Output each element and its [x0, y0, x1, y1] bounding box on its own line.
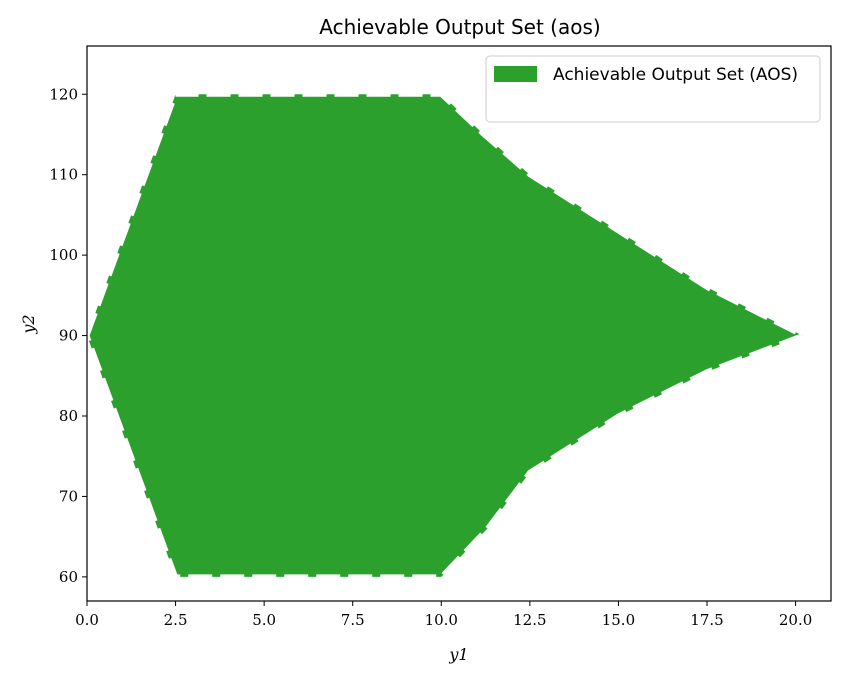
x-tick-label: 20.0	[779, 611, 812, 629]
x-tick-label: 10.0	[425, 611, 458, 629]
aos-region-0	[84, 91, 809, 580]
y-tick-label: 80	[59, 407, 78, 425]
x-tick-label: 12.5	[513, 611, 546, 629]
axes-frame	[86, 45, 832, 602]
x-tick-label: 7.5	[341, 611, 365, 629]
y-tick-label: 110	[49, 166, 78, 184]
series-layer	[84, 91, 809, 580]
x-tick-label: 15.0	[602, 611, 635, 629]
legend-box	[485, 55, 821, 123]
y-tick-label: 60	[59, 568, 78, 586]
legend-label: Achievable Output Set (AOS)	[553, 65, 798, 85]
legend-swatch	[494, 66, 537, 82]
x-tick-label: 2.5	[164, 611, 188, 629]
x-tick-label: 0.0	[75, 611, 99, 629]
x-tick-label: 5.0	[252, 611, 276, 629]
y-axis-label: y2	[19, 314, 38, 334]
y-tick-label: 120	[49, 85, 78, 103]
legend: Achievable Output Set (AOS)	[485, 55, 821, 123]
y-tick-label: 100	[49, 246, 78, 264]
y-axis-ticks: 60 70 80 90 100 110 120	[49, 85, 87, 586]
x-axis-label: y1	[448, 645, 468, 664]
plot-area	[84, 45, 832, 602]
y-tick-label: 90	[59, 327, 78, 345]
x-axis-ticks: 0.0 2.5 5.0 7.5 10.0 12.5 15.0 17.5 20.0	[75, 601, 812, 629]
x-tick-label: 17.5	[690, 611, 723, 629]
y-tick-label: 70	[59, 487, 78, 505]
chart-title: Achievable Output Set (aos)	[319, 15, 600, 39]
